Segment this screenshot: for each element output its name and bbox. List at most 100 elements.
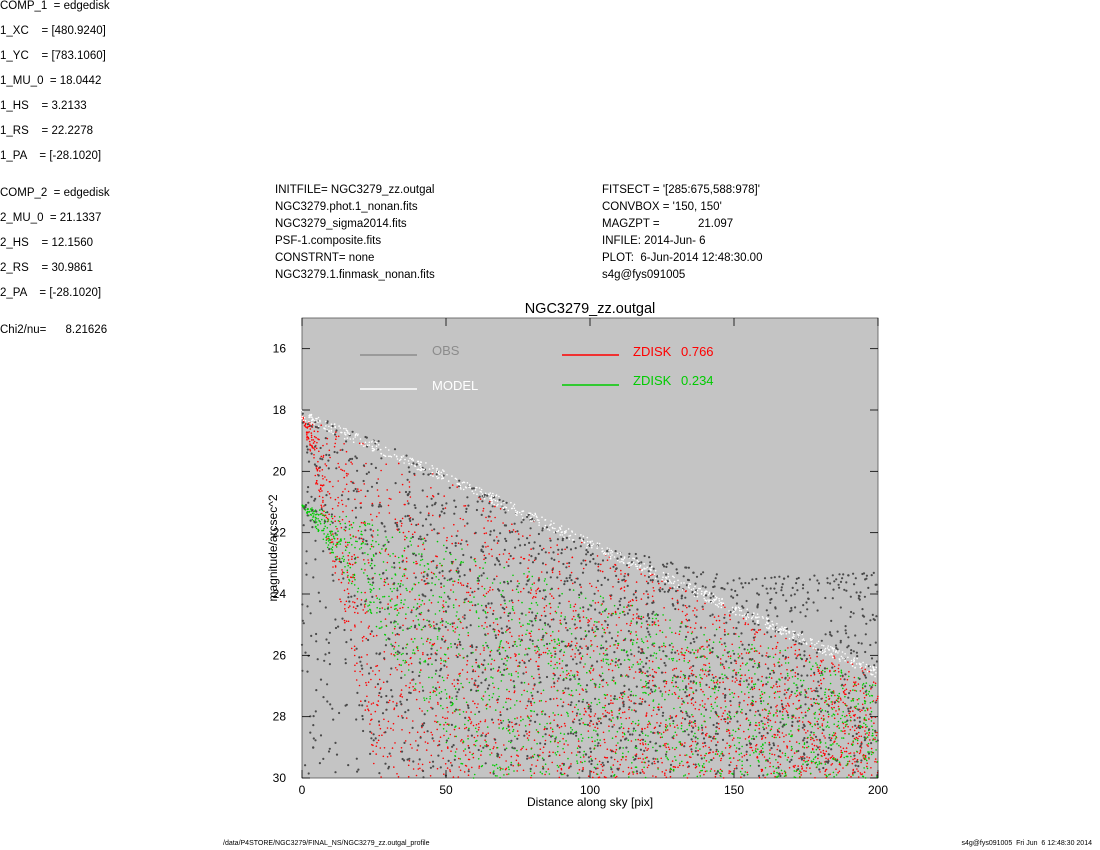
zdisk1-point [803,759,805,762]
zdisk1-point [572,610,575,612]
zdisk1-point [702,690,704,693]
zdisk2-point [372,554,375,556]
zdisk1-point [599,744,602,747]
zdisk1-point [613,724,615,726]
zdisk1-point [865,726,867,729]
zdisk1-point [663,743,666,745]
zdisk2-point [753,647,756,649]
zdisk1-point [409,743,412,746]
zdisk2-point [338,541,340,543]
zdisk2-point [528,717,530,720]
zdisk2-point [799,770,801,772]
zdisk2-point [397,623,399,625]
zdisk1-point [587,730,590,732]
zdisk2-point [367,605,369,607]
zdisk1-point [508,552,511,555]
zdisk2-point [807,736,809,739]
zdisk2-point [379,552,382,555]
zdisk1-point [427,742,429,744]
zdisk2-point [661,631,664,634]
zdisk1-point [469,718,471,721]
zdisk1-point [681,717,684,719]
zdisk1-point [588,620,591,622]
obs-point [803,650,806,653]
zdisk1-point [535,652,537,654]
zdisk1-point [346,475,348,477]
zdisk1-point [761,693,764,695]
zdisk1-point [540,653,542,656]
obs-point [762,774,765,777]
zdisk2-point [450,553,452,556]
zdisk2-point [769,655,771,658]
zdisk2-point [321,514,324,516]
zdisk1-point [341,569,343,571]
zdisk2-point [560,615,562,617]
zdisk2-point [368,523,371,525]
zdisk1-point [401,483,404,486]
zdisk2-point [514,717,516,720]
zdisk1-point [468,768,470,771]
zdisk2-point [563,733,566,735]
zdisk2-point [787,675,789,677]
zdisk1-point [872,681,875,683]
zdisk2-point [738,741,740,744]
obs-point [522,518,525,521]
zdisk2-point [553,638,555,641]
zdisk2-point [863,722,865,724]
zdisk2-point [372,546,375,548]
zdisk1-point [571,710,574,713]
zdisk2-point [585,723,587,726]
zdisk2-point [739,770,742,773]
obs-point [778,749,782,752]
zdisk2-point [682,730,684,733]
zdisk2-point [590,702,593,704]
zdisk1-point [350,629,352,631]
zdisk1-point [723,667,726,670]
zdisk1-point [818,672,821,674]
zdisk2-point [308,511,310,513]
zdisk1-point [794,653,796,655]
zdisk2-point [402,584,404,586]
zdisk1-point [315,436,317,439]
zdisk2-point [404,662,406,664]
zdisk1-point [807,696,809,699]
zdisk2-point [432,686,434,688]
zdisk1-point [740,640,742,643]
zdisk2-point [615,613,617,615]
zdisk1-point [303,424,306,427]
zdisk1-point [687,625,689,628]
obs-point [471,670,475,673]
zdisk1-point [389,673,392,676]
zdisk2-point [315,513,317,516]
zdisk1-point [664,774,666,776]
zdisk1-point [583,666,585,668]
zdisk1-point [833,706,835,709]
obs-point [508,612,512,615]
zdisk2-point [400,664,402,666]
zdisk2-point [615,752,617,755]
zdisk1-point [705,760,708,762]
obs-point [638,668,641,671]
zdisk2-point [493,630,496,633]
zdisk1-point [449,769,451,771]
zdisk1-point [582,610,585,612]
zdisk1-point [422,653,424,656]
zdisk2-point [363,572,365,574]
param-line: 2_HS = 12.1560 [0,237,94,249]
zdisk1-point [625,755,627,758]
zdisk1-point [493,686,495,689]
zdisk2-point [352,535,355,537]
obs-point [662,680,665,683]
zdisk2-point [508,768,510,771]
zdisk1-point [592,771,595,774]
zdisk2-point [809,734,811,736]
zdisk2-point [799,776,801,779]
zdisk2-point [818,708,821,711]
obs-point [431,707,434,710]
zdisk1-point [837,713,839,715]
zdisk1-point [659,587,662,589]
zdisk1-point [614,664,617,667]
zdisk1-point [772,669,775,672]
zdisk1-point [804,711,807,714]
zdisk1-point [434,720,436,723]
